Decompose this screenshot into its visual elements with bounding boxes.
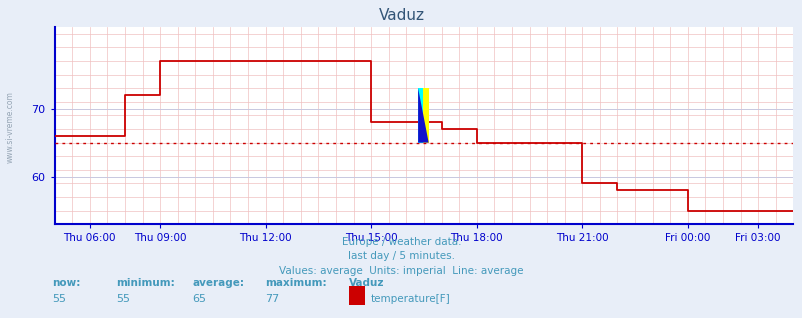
Bar: [418, 88, 428, 142]
Text: Values: average  Units: imperial  Line: average: Values: average Units: imperial Line: av…: [279, 266, 523, 275]
Text: 77: 77: [265, 294, 279, 304]
Text: Vaduz: Vaduz: [378, 8, 424, 23]
Text: minimum:: minimum:: [116, 278, 175, 288]
Text: Europe / weather data.: Europe / weather data.: [342, 237, 460, 247]
Text: maximum:: maximum:: [265, 278, 326, 288]
Text: www.si-vreme.com: www.si-vreme.com: [6, 91, 15, 163]
Text: 55: 55: [116, 294, 130, 304]
Text: 55: 55: [52, 294, 66, 304]
Polygon shape: [418, 88, 428, 142]
Text: last day / 5 minutes.: last day / 5 minutes.: [347, 251, 455, 261]
Text: 65: 65: [192, 294, 206, 304]
Text: average:: average:: [192, 278, 245, 288]
Text: now:: now:: [52, 278, 80, 288]
Bar: [418, 88, 423, 142]
Text: Vaduz: Vaduz: [349, 278, 384, 288]
Text: temperature[F]: temperature[F]: [371, 294, 450, 304]
